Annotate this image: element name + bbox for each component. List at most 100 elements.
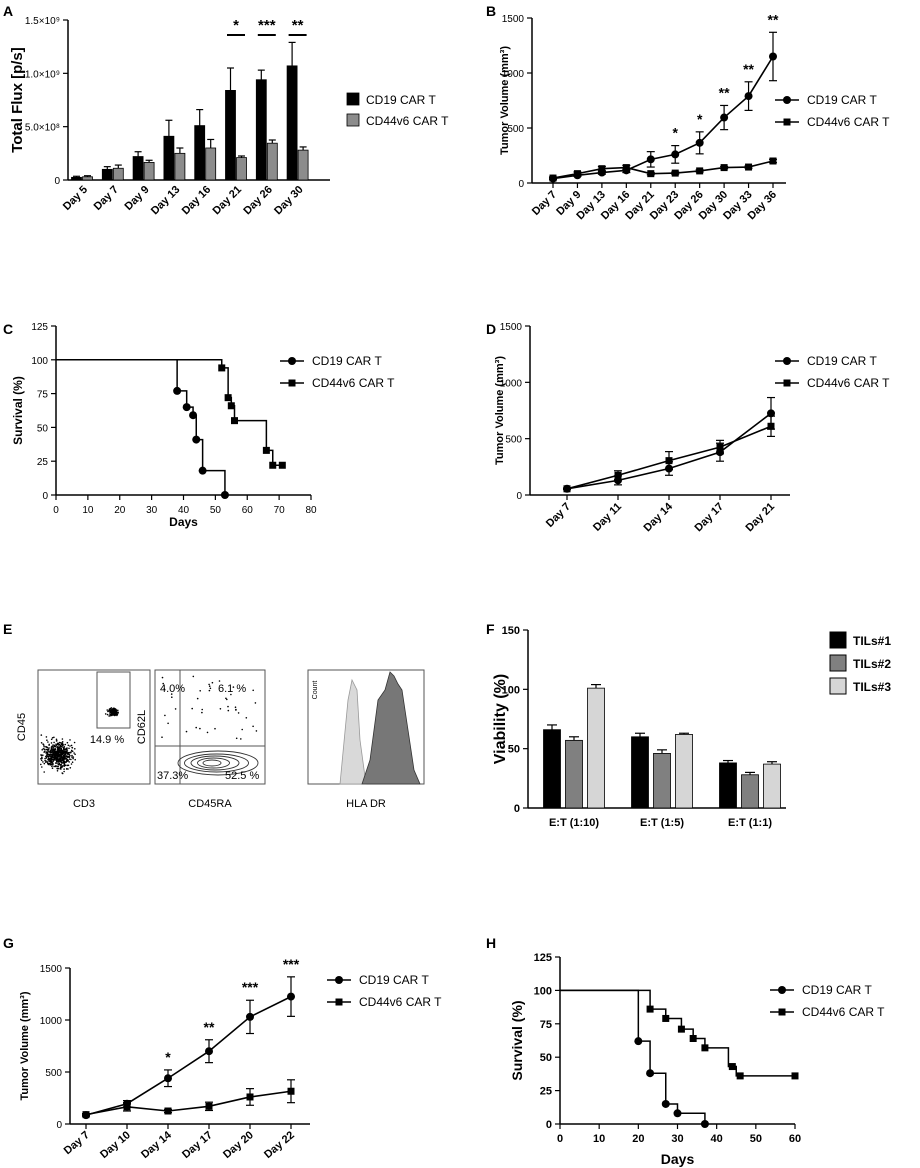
panel-e-event-dot xyxy=(66,747,68,749)
panel-e-event-dot xyxy=(59,751,62,753)
panel-label-a: A xyxy=(3,3,13,19)
panel-e-event-dot xyxy=(68,761,70,763)
panel-a-bar xyxy=(255,79,267,181)
panel-f-chart: 0 50 100 150 E:T (1:10) E:T (1:5) E:T (1:1) Via… xyxy=(492,625,891,829)
panel-c-marker-square xyxy=(218,364,226,372)
panel-e-event-dot xyxy=(62,749,64,752)
panel-b-significance-marker: ** xyxy=(768,11,779,27)
panel-e-event-dot xyxy=(195,726,197,729)
panel-b-series-line xyxy=(552,160,774,179)
panel-e-event-dot xyxy=(58,754,60,756)
panel-e-event-dot xyxy=(64,756,67,758)
panel-b-marker-circle xyxy=(646,155,655,164)
panel-g-legend-marker xyxy=(335,998,343,1006)
panel-e-histogram-sample xyxy=(361,671,421,785)
panel-d-y-tick-label: 1000 xyxy=(500,378,523,389)
panel-e-event-dot xyxy=(53,741,55,744)
panel-e-event-dot xyxy=(50,747,53,750)
panel-e-event-dot xyxy=(53,744,55,747)
panel-a-x-tick-label: Day 7 xyxy=(92,184,121,213)
panel-g-significance-marker: *** xyxy=(242,979,259,995)
panel-c-x-tick-label: 0 xyxy=(53,505,59,516)
panel-e-event-dot xyxy=(114,713,117,715)
panel-e-event-dot xyxy=(52,748,55,751)
panel-e-event-dot xyxy=(52,758,55,761)
panel-e-contour xyxy=(202,759,222,767)
panel-e-event-dot xyxy=(234,706,237,708)
panel-f-bar xyxy=(543,729,561,809)
panel-a-bar xyxy=(101,168,113,181)
panel-b-y-tick-label: 1500 xyxy=(502,14,525,25)
panel-e-event-dot xyxy=(40,758,42,760)
panel-e-gate xyxy=(96,671,131,729)
panel-e-event-dot xyxy=(117,712,119,714)
panel-b-marker-square xyxy=(769,157,777,165)
panel-f-y-tick-label: 150 xyxy=(502,625,520,637)
panel-e-event-dot xyxy=(69,739,71,741)
panel-g-x-tick-label: Day 14 xyxy=(139,1129,175,1162)
panel-b-x-tick-label: Day 7 xyxy=(530,189,559,218)
panel-e-event-dot xyxy=(47,762,49,764)
panel-e-event-dot xyxy=(68,756,71,758)
panel-b-marker-circle xyxy=(671,150,680,159)
panel-g-marker-square xyxy=(82,1111,90,1119)
panel-f-legend-swatch xyxy=(829,677,847,695)
panel-a-bar xyxy=(174,152,186,181)
panel-e-event-dot xyxy=(111,712,114,715)
panel-h-marker-square xyxy=(701,1044,709,1052)
panel-h-y-axis-title: Survival (%) xyxy=(509,1000,525,1080)
panel-e-event-dot xyxy=(255,730,258,732)
panel-b-legend-label: CD19 CAR T xyxy=(807,93,877,107)
panel-e-event-dot xyxy=(40,754,43,756)
panel-e-event-dot xyxy=(171,696,173,698)
panel-g-x-tick-label: Day 7 xyxy=(62,1129,92,1157)
panel-a-legend-swatch xyxy=(346,92,360,106)
panel-e-event-dot xyxy=(72,756,75,758)
panel-e-event-dot xyxy=(235,737,238,740)
panel-e-y-label-3: Count xyxy=(312,681,319,700)
panel-e-event-dot xyxy=(44,757,46,760)
panel-h-x-tick-label: 60 xyxy=(789,1133,801,1145)
panel-a-y-tick-label: 5.0×10⁸ xyxy=(25,123,60,134)
panel-g-legend-label: CD44v6 CAR T xyxy=(359,995,442,1009)
panel-label-c: C xyxy=(3,321,13,337)
panel-a-x-tick-label: Day 30 xyxy=(272,184,306,218)
panel-c-x-tick-label: 80 xyxy=(305,505,317,516)
panel-e-event-dot xyxy=(55,743,57,745)
panel-e-event-dot xyxy=(208,685,211,687)
panel-e-event-dot xyxy=(241,728,243,731)
panel-c-survival-curve xyxy=(56,359,286,467)
panel-e-event-dot xyxy=(57,751,60,754)
panel-a-y-tick-label: 0 xyxy=(54,176,60,187)
panel-e-event-dot xyxy=(62,758,64,761)
panel-e-event-dot xyxy=(50,749,53,751)
panel-c-x-tick-label: 50 xyxy=(210,505,222,516)
panel-g-marker-circle xyxy=(164,1074,172,1083)
panel-e-event-dot xyxy=(73,752,75,754)
panel-c-marker-square xyxy=(262,446,270,454)
panel-e-event-dot xyxy=(42,748,45,750)
panel-c-legend-label: CD19 CAR T xyxy=(312,354,382,368)
panel-e-event-dot xyxy=(56,751,58,754)
panel-e-event-dot xyxy=(54,745,57,747)
panel-h-x-tick-label: 30 xyxy=(671,1133,683,1145)
panel-b-marker-square xyxy=(720,164,728,172)
panel-c-y-axis-title: Survival (%) xyxy=(11,376,25,445)
panel-b-legend-marker xyxy=(783,96,791,104)
panel-f-legend-swatch xyxy=(829,654,847,672)
panel-h-y-tick-label: 100 xyxy=(534,985,552,997)
panel-e-event-dot xyxy=(49,753,51,756)
panel-e-event-dot xyxy=(110,711,112,713)
panel-a-significance-marker: ** xyxy=(292,17,304,34)
panel-c-x-tick-label: 40 xyxy=(178,505,190,516)
panel-c-x-tick-label: 60 xyxy=(242,505,254,516)
panel-f-bar xyxy=(675,734,693,809)
panel-c-x-tick-label: 20 xyxy=(114,505,126,516)
panel-b-significance-marker: ** xyxy=(743,61,754,77)
panel-e-event-dot xyxy=(45,752,47,754)
panel-e-event-dot xyxy=(72,757,74,760)
panel-h-marker-circle xyxy=(673,1109,682,1118)
panel-f-y-axis-title: Viability (%) xyxy=(492,674,509,764)
panel-e-event-dot xyxy=(70,758,72,761)
